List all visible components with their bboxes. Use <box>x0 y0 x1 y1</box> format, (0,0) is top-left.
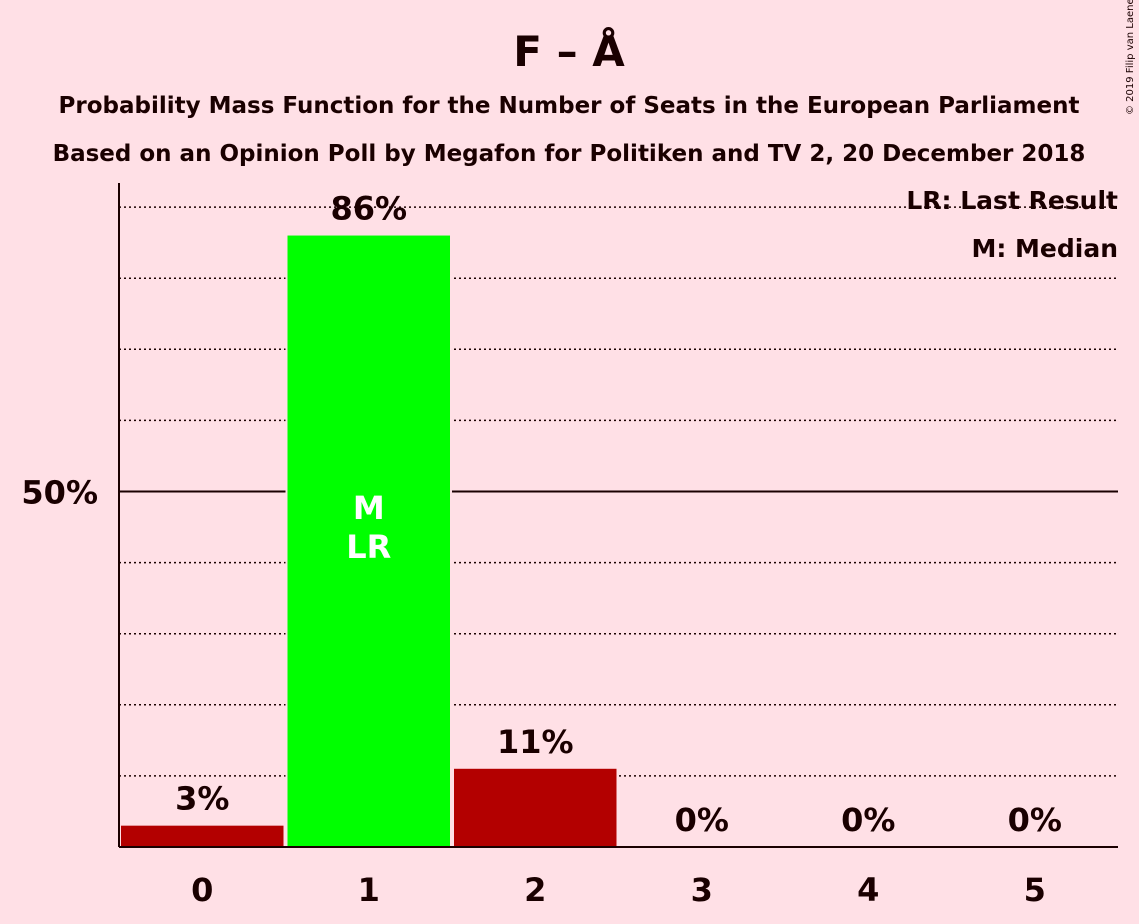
bar-annotation-m: M <box>353 489 385 527</box>
value-label-3: 0% <box>675 801 729 839</box>
x-tick-0: 0 <box>191 871 213 909</box>
value-label-4: 0% <box>841 801 895 839</box>
chart-title: F – Å <box>513 26 625 76</box>
copyright-text: © 2019 Filip van Laenen <box>1125 0 1136 115</box>
y-tick-50: 50% <box>21 474 98 512</box>
gridlines <box>119 206 1118 777</box>
bars <box>119 233 619 848</box>
legend-median: M: Median <box>971 234 1118 263</box>
x-tick-5: 5 <box>1024 871 1046 909</box>
value-label-0: 3% <box>175 780 229 818</box>
axes: 0 1 2 3 4 5 50% <box>21 183 1118 909</box>
value-label-5: 0% <box>1008 801 1062 839</box>
value-label-1: 86% <box>330 190 407 228</box>
x-tick-3: 3 <box>691 871 713 909</box>
chart-subtitle-line-1: Probability Mass Function for the Number… <box>59 93 1080 119</box>
value-label-2: 11% <box>497 723 574 761</box>
x-tick-2: 2 <box>524 871 546 909</box>
bar-1 <box>287 235 450 848</box>
bar-annotation-lr: LR <box>346 528 391 566</box>
bar-0 <box>121 825 284 847</box>
chart-subtitle-line-2: Based on an Opinion Poll by Megafon for … <box>53 141 1086 167</box>
legend-last-result: LR: Last Result <box>906 186 1118 215</box>
x-tick-1: 1 <box>358 871 380 909</box>
bar-2 <box>454 768 617 847</box>
value-labels: 3% 86% MLR 11% 0% 0% 0% <box>175 190 1062 839</box>
x-tick-4: 4 <box>857 871 879 909</box>
